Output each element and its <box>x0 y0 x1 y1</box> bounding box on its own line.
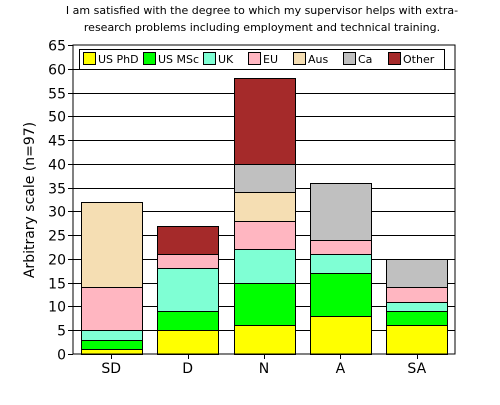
legend-swatch <box>343 52 356 65</box>
bars <box>81 78 448 355</box>
y-tick-label: 35 <box>48 182 66 198</box>
bar-segment <box>234 283 296 326</box>
bar-segment <box>234 164 296 193</box>
bar-segment <box>81 330 143 341</box>
legend-swatch <box>248 52 261 65</box>
bar-segment <box>234 249 296 284</box>
bar-segment <box>157 268 219 312</box>
bar-segment <box>386 302 448 312</box>
legend-label: US PhD <box>98 53 139 66</box>
bar-segment <box>81 202 143 288</box>
bar-segment <box>386 311 448 326</box>
bar-segment <box>310 240 372 255</box>
legend-swatch <box>143 52 156 65</box>
y-tick-label: 15 <box>48 277 66 293</box>
y-tick-label: 25 <box>48 229 66 245</box>
legend-swatch <box>293 52 306 65</box>
y-tick-label: 5 <box>57 324 66 340</box>
bar-segment <box>157 311 219 331</box>
legend-label: US MSc <box>158 53 199 66</box>
x-tick-label: N <box>259 361 269 377</box>
y-tick-label: 65 <box>48 39 66 55</box>
y-tick-label: 30 <box>48 205 66 221</box>
bar-segment <box>386 259 448 288</box>
legend-label: EU <box>263 53 278 66</box>
legend-label: UK <box>218 53 234 66</box>
legend-swatch <box>203 52 216 65</box>
bar-segment <box>234 221 296 250</box>
y-tick-label: 50 <box>48 110 66 126</box>
y-tick-label: 60 <box>48 63 66 79</box>
bar-segment <box>81 340 143 350</box>
bar-segment <box>234 78 296 165</box>
chart-title-line-2: research problems including employment a… <box>84 21 440 34</box>
axes: 0 5 10 15 20 25 30 35 40 45 50 55 60 65 SD D N A SA <box>48 39 456 377</box>
x-tick-label: SD <box>101 361 121 377</box>
bar-segment <box>157 330 219 355</box>
x-tick-label: D <box>182 361 193 377</box>
bar-segment <box>157 226 219 255</box>
bar-segment <box>310 183 372 241</box>
bar-segment <box>234 192 296 222</box>
y-tick-label: 45 <box>48 134 66 150</box>
bar-segment <box>386 287 448 303</box>
bar-segment <box>234 325 296 355</box>
bar-segment <box>157 254 219 269</box>
bar-segment <box>81 287 143 331</box>
x-tick-label: SA <box>407 361 426 377</box>
legend-label: Other <box>403 53 435 66</box>
legend: US PhD US MSc UK EU Aus Ca Other <box>79 49 445 70</box>
bar-segment <box>386 325 448 355</box>
bar-segment <box>310 273 372 317</box>
legend-swatch <box>388 52 401 65</box>
y-tick-label: 0 <box>57 348 66 364</box>
y-axis-label: Arbitrary scale (n=97) <box>22 122 38 278</box>
legend-label: Ca <box>358 53 372 66</box>
bar-segment <box>310 316 372 355</box>
legend-label: Aus <box>308 53 328 66</box>
x-tick-label: A <box>336 361 346 377</box>
y-tick-label: 55 <box>48 87 66 103</box>
legend-swatch <box>83 52 96 65</box>
y-tick-label: 10 <box>48 300 66 316</box>
chart-title-line-1: I am satisfied with the degree to which … <box>66 4 458 17</box>
bar-segment <box>310 254 372 274</box>
y-tick-label: 20 <box>48 253 66 269</box>
y-tick-label: 40 <box>48 158 66 174</box>
